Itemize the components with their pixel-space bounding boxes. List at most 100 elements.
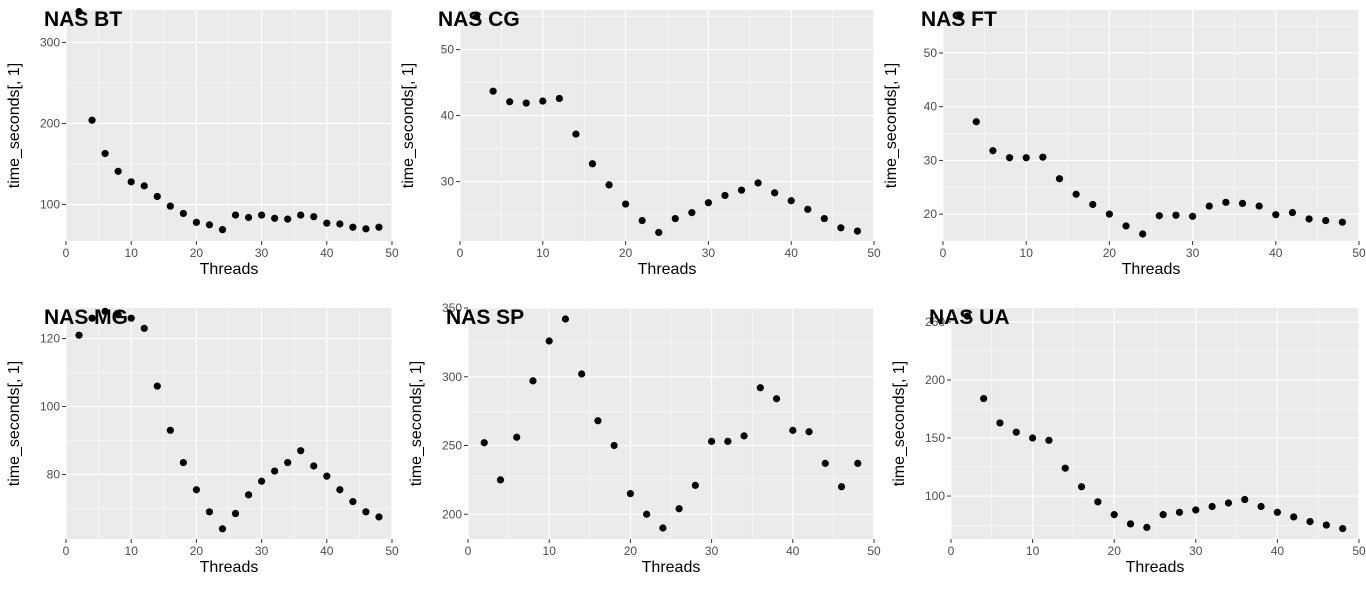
- chart-panel-2: 0 10 20 30 40 50 30 40 50 Threads time_seconds[, 1…: [400, 8, 881, 278]
- data-point: [101, 307, 109, 315]
- x-tick-label: 50: [867, 246, 881, 260]
- x-axis-label: Threads: [642, 559, 701, 576]
- data-point: [1241, 495, 1249, 504]
- x-tick-label: 20: [1103, 246, 1117, 260]
- data-point: [1322, 216, 1330, 225]
- data-point: [655, 228, 663, 237]
- data-point: [787, 197, 795, 205]
- data-point: [271, 214, 279, 222]
- data-point: [179, 209, 187, 218]
- data-point: [1238, 199, 1247, 207]
- data-point: [1155, 212, 1163, 220]
- data-point: [1122, 222, 1130, 230]
- x-tick-label: 10: [536, 246, 550, 260]
- y-tick-label: 350: [442, 301, 462, 315]
- data-point: [972, 118, 980, 126]
- data-point: [754, 179, 762, 187]
- data-point: [88, 314, 96, 322]
- data-point: [1273, 508, 1281, 516]
- chart-title: NAS BT: [44, 8, 122, 31]
- data-point: [1208, 502, 1216, 511]
- x-tick-label: 30: [705, 544, 719, 558]
- data-point: [1339, 524, 1347, 533]
- data-point: [349, 223, 357, 231]
- data-point: [362, 225, 370, 233]
- x-tick-label: 40: [1271, 544, 1285, 558]
- data-point: [218, 525, 227, 533]
- x-tick-label: 50: [385, 544, 399, 558]
- data-point: [756, 384, 764, 392]
- data-point: [1039, 153, 1047, 161]
- data-point: [1094, 498, 1102, 506]
- data-point: [258, 477, 266, 485]
- x-tick-label: 40: [320, 246, 334, 260]
- data-point: [659, 524, 667, 532]
- data-point: [638, 216, 646, 225]
- y-tick-label: 200: [40, 116, 60, 130]
- data-point: [1305, 215, 1313, 223]
- chart-title: NAS CG: [438, 8, 520, 31]
- x-tick-label: 40: [785, 246, 799, 260]
- data-point: [980, 394, 988, 403]
- x-tick-label: 0: [465, 544, 472, 558]
- data-point: [837, 224, 845, 232]
- data-point: [956, 11, 964, 19]
- data-point: [854, 459, 862, 467]
- data-point: [88, 116, 96, 124]
- y-axis-label: time_seconds[, 1]: [400, 63, 417, 188]
- x-tick-label: 50: [867, 544, 881, 558]
- data-point: [480, 439, 488, 447]
- data-point: [127, 314, 135, 322]
- data-point: [1290, 513, 1298, 521]
- data-point: [789, 426, 797, 434]
- x-tick-label: 40: [1269, 246, 1283, 260]
- y-tick-label: 30: [924, 153, 938, 167]
- data-point: [691, 481, 699, 489]
- data-point: [1257, 502, 1265, 511]
- data-point: [671, 214, 679, 223]
- data-point: [1205, 202, 1213, 210]
- data-point: [349, 498, 357, 506]
- x-tick-label: 30: [255, 544, 269, 558]
- data-point: [362, 508, 370, 516]
- data-point: [271, 467, 279, 475]
- data-point: [114, 311, 122, 319]
- x-tick-label: 20: [624, 544, 638, 558]
- x-tick-label: 40: [786, 544, 800, 558]
- data-point: [375, 223, 383, 231]
- chart-title: NAS MG: [44, 306, 128, 329]
- data-point: [1224, 499, 1233, 507]
- x-tick-label: 30: [1186, 246, 1200, 260]
- data-point: [336, 220, 344, 228]
- data-point: [737, 186, 746, 194]
- data-point: [258, 211, 266, 219]
- data-point: [772, 395, 781, 403]
- chart-panel-6: 0 10 20 30 40 50 100 150 200 250 Threads time_secon…: [891, 306, 1366, 576]
- x-tick-label: 10: [125, 246, 139, 260]
- x-axis-label: Threads: [200, 261, 259, 278]
- data-point: [853, 227, 862, 235]
- x-tick-label: 30: [255, 246, 269, 260]
- y-tick-label: 50: [924, 46, 938, 60]
- data-point: [166, 426, 174, 434]
- data-point: [771, 189, 779, 197]
- y-tick-label: 30: [441, 175, 455, 189]
- data-point: [1005, 154, 1014, 162]
- x-tick-label: 0: [457, 246, 464, 260]
- data-point: [1189, 212, 1197, 220]
- x-tick-label: 10: [1020, 246, 1034, 260]
- x-tick-label: 50: [385, 246, 399, 260]
- x-tick-label: 10: [1026, 544, 1040, 558]
- data-point: [555, 94, 563, 103]
- x-tick-label: 40: [320, 544, 334, 558]
- data-point: [506, 98, 514, 106]
- x-axis-label: Threads: [1126, 559, 1185, 576]
- y-tick-label: 150: [925, 431, 945, 445]
- chart-panel-5: 0 10 20 30 40 50 200 250 300 350 Threads time_secon…: [408, 301, 881, 576]
- data-point: [1055, 175, 1064, 183]
- x-axis-label: Threads: [200, 559, 259, 576]
- y-tick-label: 20: [924, 207, 938, 221]
- x-tick-label: 20: [1108, 544, 1122, 558]
- data-point: [192, 486, 200, 494]
- y-tick-label: 300: [40, 35, 60, 49]
